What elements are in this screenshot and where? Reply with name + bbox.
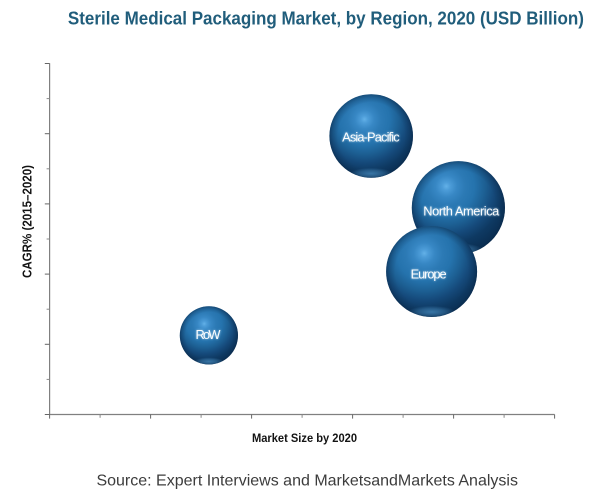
svg-text:Market Size by 2020: Market Size by 2020 (252, 431, 357, 445)
svg-text:Asia-Pacific: Asia-Pacific (342, 129, 400, 144)
svg-text:CAGR% (2015–2020): CAGR% (2015–2020) (21, 165, 35, 278)
svg-text:Source: Expert Interviews and: Source: Expert Interviews and Marketsand… (96, 473, 518, 490)
svg-text:North America: North America (423, 203, 500, 218)
svg-text:RoW: RoW (196, 327, 222, 342)
svg-text:RoW: RoW (196, 327, 222, 342)
svg-text:Europe: Europe (411, 266, 447, 281)
svg-text:Europe: Europe (411, 266, 447, 281)
svg-text:Sterile Medical Packaging Mark: Sterile Medical Packaging Market, by Reg… (68, 9, 584, 29)
svg-text:Asia-Pacific: Asia-Pacific (342, 129, 400, 144)
svg-text:North America: North America (423, 203, 500, 218)
